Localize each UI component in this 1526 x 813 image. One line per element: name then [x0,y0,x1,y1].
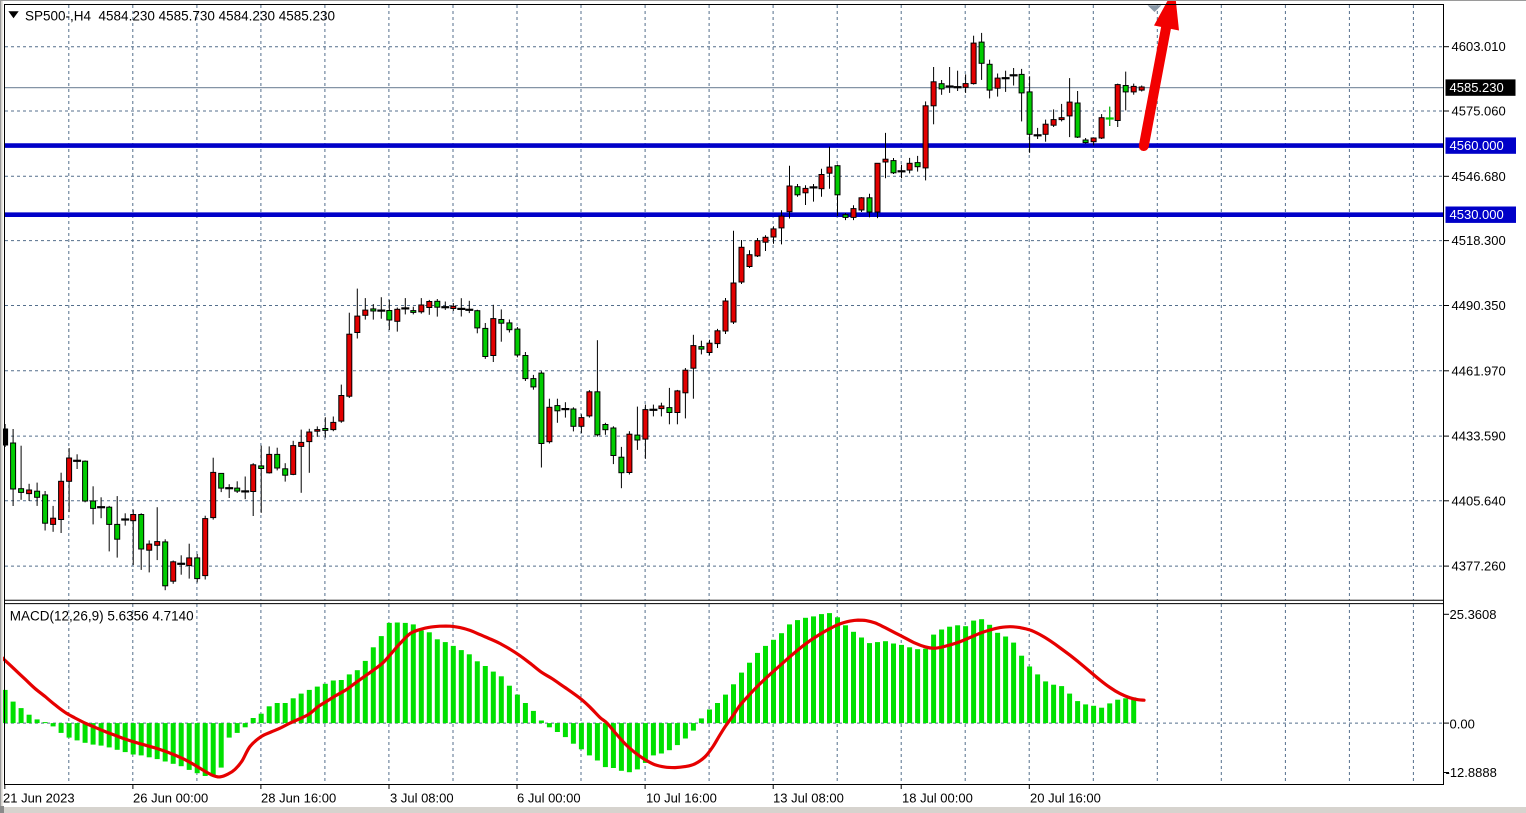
svg-text:0.00: 0.00 [1450,717,1475,732]
svg-text:-12.8888: -12.8888 [1446,765,1497,780]
svg-text:3 Jul 08:00: 3 Jul 08:00 [390,791,454,806]
svg-text:26 Jun 00:00: 26 Jun 00:00 [133,791,208,806]
svg-text:4405.640: 4405.640 [1452,493,1506,508]
svg-text:25.3608: 25.3608 [1450,607,1497,622]
svg-text:4490.350: 4490.350 [1452,298,1506,313]
svg-text:4585.230: 4585.230 [1450,80,1504,95]
svg-text:4433.590: 4433.590 [1452,429,1506,444]
svg-text:18 Jul 00:00: 18 Jul 00:00 [902,791,973,806]
svg-text:21 Jun 2023: 21 Jun 2023 [3,791,75,806]
svg-text:4603.010: 4603.010 [1452,39,1506,54]
svg-text:MACD(12,26,9) 5.6356 4.7140: MACD(12,26,9) 5.6356 4.7140 [10,609,194,624]
svg-text:6 Jul 00:00: 6 Jul 00:00 [517,791,581,806]
svg-text:4530.000: 4530.000 [1450,207,1504,222]
svg-text:10 Jul 16:00: 10 Jul 16:00 [646,791,717,806]
svg-text:4560.000: 4560.000 [1450,138,1504,153]
svg-text:4518.300: 4518.300 [1452,233,1506,248]
svg-text:13 Jul 08:00: 13 Jul 08:00 [773,791,844,806]
svg-text:28 Jun 16:00: 28 Jun 16:00 [261,791,336,806]
svg-text:20 Jul 16:00: 20 Jul 16:00 [1030,791,1101,806]
svg-text:4377.260: 4377.260 [1452,559,1506,574]
svg-text:SP500-,H4 4584.230 4585.730 4: SP500-,H4 4584.230 4585.730 4584.230 458… [25,9,335,24]
svg-text:4575.060: 4575.060 [1452,104,1506,119]
svg-text:4461.970: 4461.970 [1452,363,1506,378]
svg-text:4546.680: 4546.680 [1452,169,1506,184]
